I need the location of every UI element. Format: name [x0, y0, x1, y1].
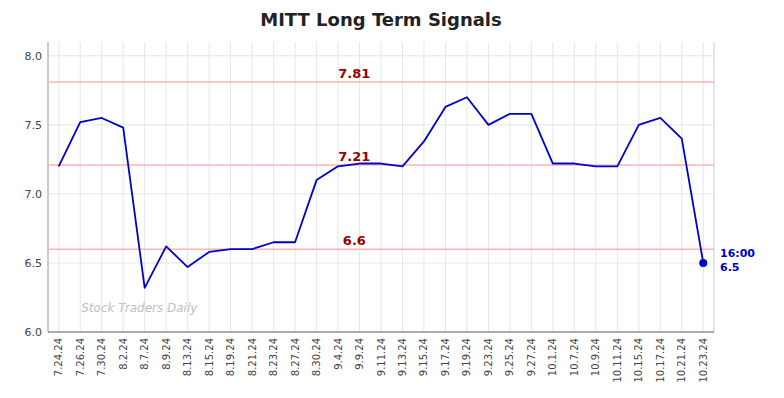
x-tick-label: 8.7.24: [139, 338, 150, 370]
x-grid-line: [617, 42, 618, 332]
x-grid-line: [552, 42, 553, 332]
x-grid-line: [230, 42, 231, 332]
reference-line: [48, 248, 714, 250]
x-tick-label: 10.21.24: [676, 338, 687, 383]
x-grid-line: [58, 42, 59, 332]
y-grid-line: [48, 332, 714, 333]
end-value-label: 6.5: [720, 261, 740, 274]
x-tick-label: 7.30.24: [96, 338, 107, 376]
x-grid-line: [638, 42, 639, 332]
x-tick-label: 8.13.24: [182, 338, 193, 376]
title: MITT Long Term Signals: [260, 9, 502, 30]
x-tick-label: 9.9.24: [354, 338, 365, 370]
x-tick-label: 9.11.24: [376, 338, 387, 376]
x-tick-label: 8.21.24: [247, 338, 258, 376]
x-grid-line: [509, 42, 510, 332]
x-tick-label: 9.15.24: [418, 338, 429, 376]
x-tick-label: 10.11.24: [612, 338, 623, 383]
x-tick-label: 10.7.24: [569, 338, 580, 376]
x-tick-label: 10.15.24: [633, 338, 644, 383]
x-tick-label: 9.23.24: [483, 338, 494, 376]
x-tick-label: 8.27.24: [290, 338, 301, 376]
x-grid-line: [359, 42, 360, 332]
x-grid-line: [423, 42, 424, 332]
x-grid-line: [295, 42, 296, 332]
end-label: 16:00: [720, 247, 755, 260]
x-grid-line: [123, 42, 124, 332]
y-grid-line: [48, 193, 714, 194]
reference-label: 7.81: [338, 66, 370, 81]
x-grid-line: [381, 42, 382, 332]
y-tick-label: 8.0: [25, 50, 43, 63]
grid: [48, 42, 714, 332]
y-axis-line: [48, 42, 49, 332]
x-tick-label: 10.17.24: [655, 338, 666, 383]
x-tick-label: 10.23.24: [698, 338, 709, 383]
x-grid-line: [101, 42, 102, 332]
x-tick-label: 7.26.24: [75, 338, 86, 376]
x-grid-line: [187, 42, 188, 332]
x-grid-line: [466, 42, 467, 332]
x-tick-label: 8.30.24: [311, 338, 322, 376]
x-grid-line: [574, 42, 575, 332]
chart: MITT Long Term Signals 6.0 6.5 7.0 7.5 8.0 7.2…: [0, 0, 784, 398]
x-tick-label: 8.23.24: [268, 338, 279, 376]
plot-frame-right: [714, 42, 715, 332]
x-grid-line: [660, 42, 661, 332]
x-tick-label: 9.17.24: [440, 338, 451, 376]
x-axis: 7.24.24 7.26.24 7.30.24 8.2.24 8.7.24 8.9.24 8…: [53, 338, 709, 383]
x-tick-label: 10.9.24: [590, 338, 601, 376]
x-tick-label: 8.2.24: [118, 338, 129, 370]
x-grid-line: [681, 42, 682, 332]
x-grid-line: [252, 42, 253, 332]
series: [59, 97, 708, 288]
y-tick-label: 6.0: [25, 326, 43, 339]
end-marker: [699, 259, 707, 267]
y-grid-line: [48, 55, 714, 56]
x-tick-label: 9.25.24: [504, 338, 515, 376]
x-tick-label: 8.15.24: [204, 338, 215, 376]
x-grid-line: [488, 42, 489, 332]
x-grid-line: [166, 42, 167, 332]
y-grid-line: [48, 262, 714, 263]
x-tick-label: 9.27.24: [526, 338, 537, 376]
x-tick-label: 9.4.24: [333, 338, 344, 370]
x-grid-line: [273, 42, 274, 332]
x-grid-line: [531, 42, 532, 332]
x-tick-label: 8.9.24: [161, 338, 172, 370]
y-grid-line: [48, 124, 714, 125]
x-tick-label: 9.13.24: [397, 338, 408, 376]
y-tick-label: 7.0: [25, 188, 43, 201]
x-grid-line: [338, 42, 339, 332]
x-tick-label: 7.24.24: [53, 338, 64, 376]
annotations: 16:006.5 Stock Traders Daily: [81, 247, 755, 315]
x-grid-line: [595, 42, 596, 332]
reference-line: [48, 81, 714, 83]
y-tick-label: 7.5: [25, 119, 43, 132]
x-tick-label: 8.19.24: [225, 338, 236, 376]
watermark: Stock Traders Daily: [81, 301, 198, 315]
reference-label: 6.6: [343, 233, 366, 248]
reference-label: 7.21: [338, 149, 370, 164]
x-grid-line: [80, 42, 81, 332]
x-grid-line: [703, 42, 704, 332]
x-tick-label: 9.19.24: [461, 338, 472, 376]
x-tick-label: 10.1.24: [547, 338, 558, 376]
x-grid-line: [209, 42, 210, 332]
x-grid-line: [402, 42, 403, 332]
x-axis-line: [48, 332, 714, 333]
line: [59, 97, 704, 288]
y-tick-label: 6.5: [25, 257, 43, 270]
y-axis: 6.0 6.5 7.0 7.5 8.0: [25, 42, 715, 339]
reference-labels: 7.81 7.21 6.6: [338, 66, 370, 248]
x-grid-line: [316, 42, 317, 332]
x-grid-line: [445, 42, 446, 332]
